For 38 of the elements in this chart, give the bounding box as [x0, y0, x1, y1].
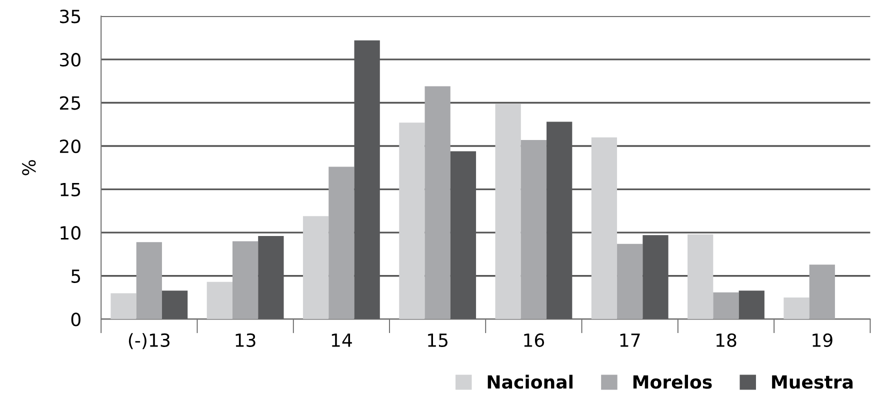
bar	[688, 234, 714, 320]
legend-label: Morelos	[633, 374, 712, 389]
y-tick-label: 30	[60, 52, 80, 67]
x-tick-label: 15	[428, 334, 448, 348]
bar	[206, 282, 232, 320]
y-axis-title: %	[22, 160, 36, 176]
bar	[399, 122, 425, 320]
x-tick-label: (-)13	[128, 333, 170, 350]
bar	[162, 290, 188, 320]
bar	[809, 264, 835, 320]
y-tick-label: 35	[60, 10, 80, 24]
bar	[713, 292, 739, 320]
y-tick-label: 10	[60, 226, 80, 240]
bar	[591, 137, 618, 320]
bar	[136, 242, 162, 320]
legend-label: Muestra	[772, 375, 853, 389]
bar	[110, 293, 136, 320]
legend-label: Nacional	[488, 374, 572, 389]
bar	[495, 104, 521, 320]
y-tick-label: 0	[71, 312, 80, 326]
y-tick-label: 5	[72, 270, 80, 283]
bar	[424, 86, 450, 320]
bar	[232, 241, 258, 320]
x-tick-label: 16	[524, 333, 544, 348]
y-tick-label: 25	[60, 96, 80, 110]
bar	[302, 216, 329, 320]
x-tick-label: 13	[236, 333, 256, 348]
x-tick-label: 19	[812, 333, 832, 348]
x-tick-label: 14	[332, 334, 352, 347]
x-tick-label: 17	[620, 334, 640, 347]
y-tick-label: 20	[60, 139, 80, 154]
bar	[520, 140, 547, 320]
y-tick-label: 15	[60, 183, 80, 196]
bar	[784, 298, 810, 320]
bar	[617, 244, 643, 320]
bar	[328, 166, 354, 320]
x-tick-label: 18	[716, 333, 736, 348]
bar	[738, 290, 764, 320]
